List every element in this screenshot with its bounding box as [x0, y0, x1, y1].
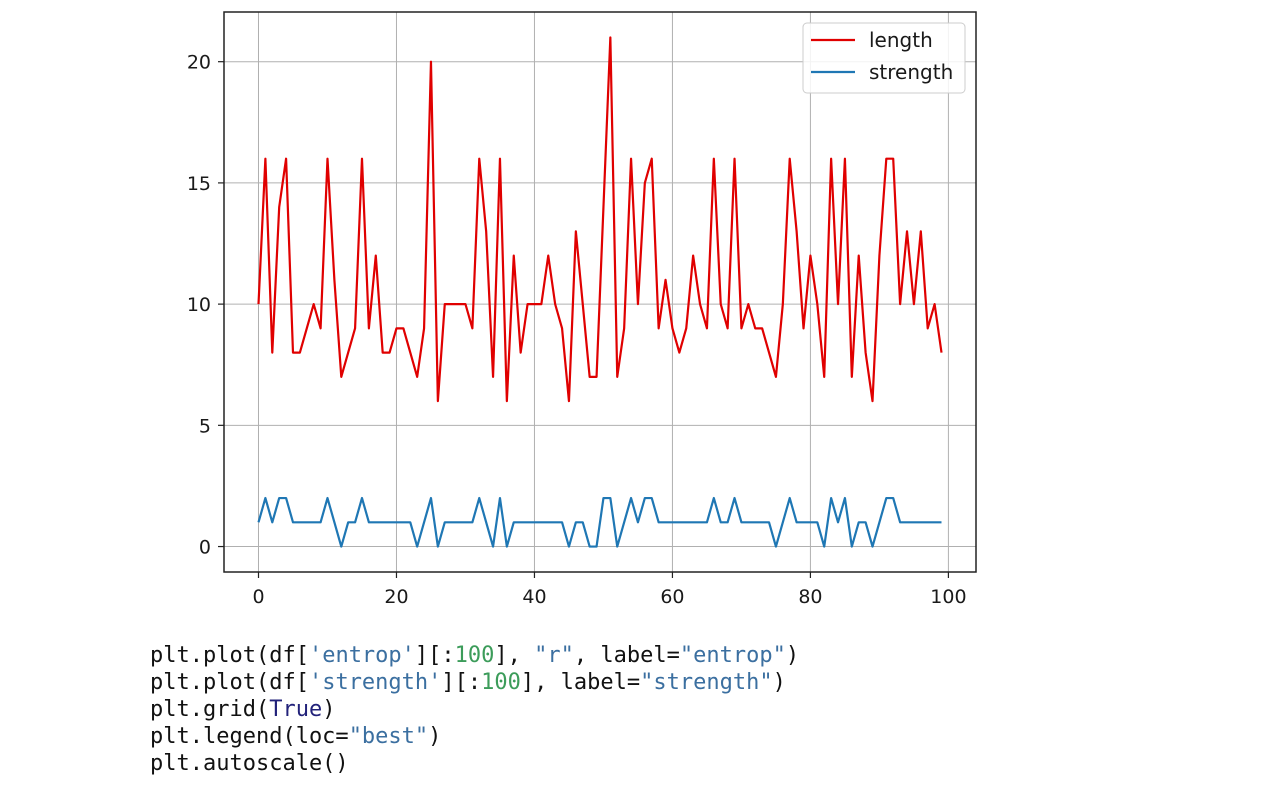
code-token: "strength" [640, 670, 773, 695]
code-block: plt.plot(df['entrop'][:100], "r", label=… [150, 642, 799, 777]
series-line-strength [257, 496, 942, 548]
code-token: 'entrop' [308, 643, 415, 668]
code-token: "best" [348, 724, 429, 749]
line-chart: 0 20 40 60 80 100 0 5 10 15 20 length strength [187, 11, 977, 608]
y-tick-label: 15 [187, 173, 211, 195]
y-tick-label: 10 [187, 294, 211, 316]
code-token: plt.plot(df[ [150, 643, 309, 668]
code-token: plt.autoscale() [150, 751, 349, 776]
code-token: 100 [481, 670, 521, 695]
series-line-length [257, 36, 943, 403]
code-token: "r" [534, 643, 574, 668]
code-token: ][: [414, 643, 455, 668]
code-line: plt.plot(df['entrop'][:100], "r", label=… [150, 642, 799, 669]
x-tick-label: 0 [252, 586, 264, 608]
code-token: ], [494, 643, 535, 668]
code-token: plt.grid( [150, 697, 270, 722]
chart-svg: 0 20 40 60 80 100 0 5 10 15 20 length strength [187, 11, 977, 608]
y-tick-label: 20 [187, 52, 211, 74]
code-token: 'strength' [308, 670, 442, 695]
code-token: ) [772, 670, 786, 695]
code-token: plt.plot(df[ [150, 670, 309, 695]
code-line: plt.plot(df['strength'][:100], label="st… [150, 669, 799, 696]
legend-label-strength: strength [869, 60, 953, 84]
code-token: ], label= [520, 670, 641, 695]
x-tick-label: 60 [660, 586, 684, 608]
x-tick-label: 100 [930, 586, 966, 608]
plot-frame [223, 11, 977, 573]
code-line: plt.autoscale() [150, 750, 799, 777]
code-token: "entrop" [679, 643, 786, 668]
code-token: ][: [441, 670, 482, 695]
code-token: plt.legend(loc= [150, 724, 349, 749]
x-tick-label: 80 [798, 586, 822, 608]
code-token: , label= [573, 643, 680, 668]
y-tick-label: 0 [199, 537, 211, 559]
x-tick-label: 40 [522, 586, 546, 608]
code-token: ) [785, 643, 800, 668]
code-line: plt.legend(loc="best") [150, 723, 799, 750]
y-tick-label: 5 [199, 415, 211, 437]
legend-label-length: length [869, 28, 933, 52]
code-token: ) [322, 697, 336, 722]
x-tick-label: 20 [384, 586, 408, 608]
code-token: ) [428, 724, 442, 749]
code-line: plt.grid(True) [150, 696, 799, 723]
code-token: True [269, 697, 323, 722]
code-token: 100 [454, 643, 495, 668]
